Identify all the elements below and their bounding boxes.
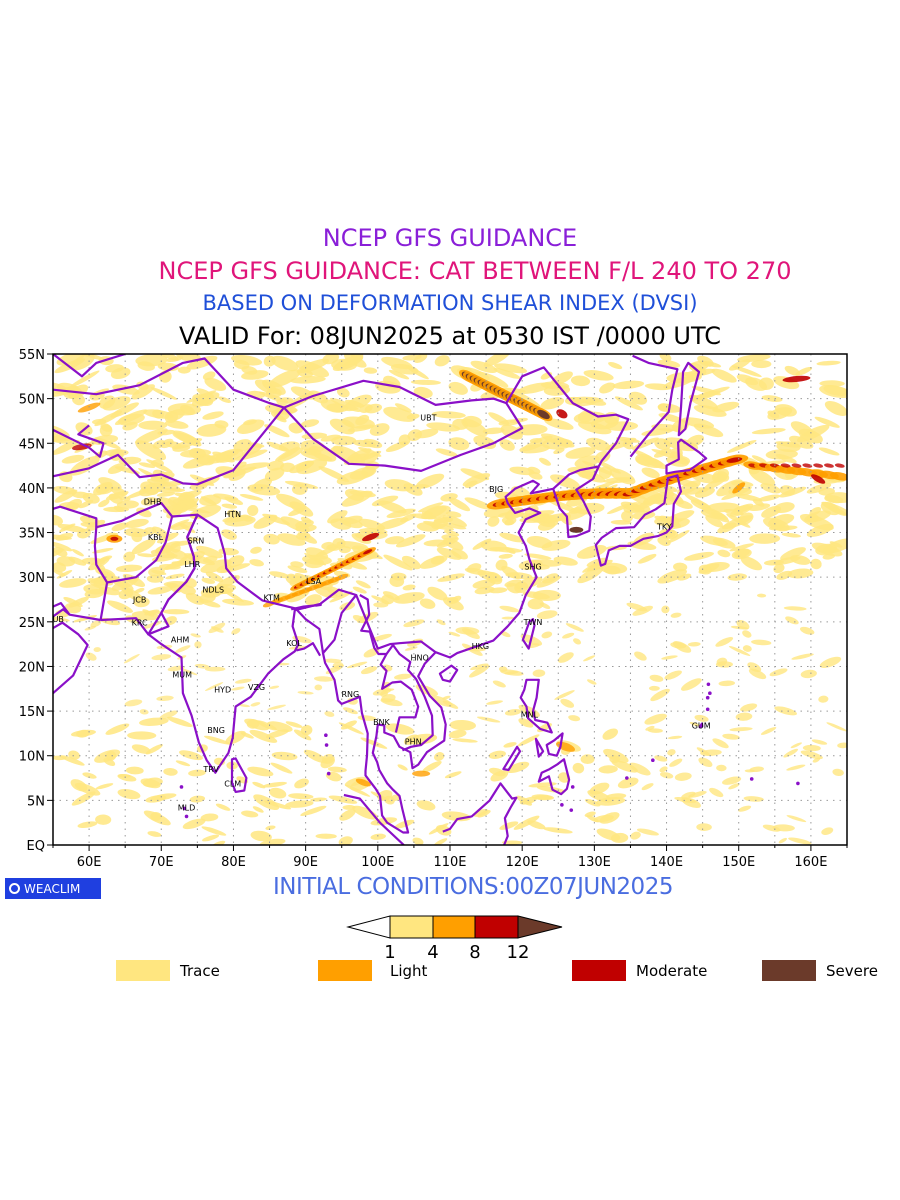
city-label-krc: KRC <box>132 619 148 628</box>
city-label-tky: TKY <box>656 522 672 531</box>
city-label-trv: TRV <box>202 765 219 774</box>
colorbar-tick-4: 4 <box>427 942 438 963</box>
city-label-mnl: MNL <box>521 711 539 720</box>
country-borders <box>53 354 800 845</box>
lon-label-80e: 80E <box>221 855 246 870</box>
lat-label-30n: 30N <box>19 571 45 586</box>
lon-label-160e: 160E <box>794 855 827 870</box>
city-label-jcb: JCB <box>132 596 146 605</box>
city-label-phn: PHN <box>405 737 422 746</box>
legend-label-light: Light <box>390 962 428 980</box>
axis-ticks <box>47 353 848 851</box>
lon-label-150e: 150E <box>722 855 755 870</box>
lat-label-45n: 45N <box>19 437 45 452</box>
city-label-bnk: BNK <box>373 718 390 727</box>
lat-label-25n: 25N <box>19 616 45 631</box>
lat-label-50n: 50N <box>19 393 45 408</box>
city-label-kbl: KBL <box>148 533 164 542</box>
legend-label-moderate: Moderate <box>636 962 708 980</box>
initial-conditions: INITIAL CONDITIONS:00Z07JUN2025 <box>273 874 673 900</box>
legend-swatch-trace <box>116 960 170 981</box>
lon-label-140e: 140E <box>650 855 683 870</box>
title-main: NCEP GFS GUIDANCE <box>322 224 578 252</box>
city-label-hno: HNO <box>411 654 429 663</box>
colorbar-tick-1: 1 <box>384 942 395 963</box>
city-label-kol: KOL <box>286 639 302 648</box>
title-cat-levels: NCEP GFS GUIDANCE: CAT BETWEEN F/L 240 T… <box>158 257 792 285</box>
logo-ring-icon <box>9 883 20 894</box>
legend-swatch-moderate <box>572 960 626 981</box>
city-label-shg: SHG <box>524 562 541 571</box>
city-label-ubt: UBT <box>420 413 436 422</box>
lat-label-20n: 20N <box>19 660 45 675</box>
city-label-twn: TWN <box>523 618 543 627</box>
legend-label-severe: Severe <box>826 962 878 980</box>
lon-label-100e: 100E <box>361 855 394 870</box>
city-label-dhb: DHB <box>144 497 162 506</box>
city-label-dub: DUB <box>46 615 64 624</box>
colorbar-trace <box>389 915 434 939</box>
colorbar-light <box>432 915 476 939</box>
lon-label-110e: 110E <box>433 855 466 870</box>
lon-label-70e: 70E <box>149 855 174 870</box>
city-label-clm: CLM <box>224 779 241 788</box>
legend-swatch-light <box>318 960 372 981</box>
lat-label-10n: 10N <box>19 750 45 765</box>
city-label-hyd: HYD <box>214 686 231 695</box>
city-label-bjg: BJG <box>489 485 503 494</box>
city-label-hkg: HKG <box>472 642 489 651</box>
colorbar-moderate <box>474 915 519 939</box>
legend-swatch-severe <box>762 960 816 981</box>
city-label-ahm: AHM <box>171 636 189 645</box>
logo-text: WEACLIM <box>24 881 81 896</box>
lon-label-130e: 130E <box>578 855 611 870</box>
lat-label-35n: 35N <box>19 527 45 542</box>
lat-label-5n: 5N <box>27 794 45 809</box>
colorbar-severe <box>517 915 563 939</box>
city-label-mum: MUM <box>172 670 192 679</box>
weaclim-logo: WEACLIM <box>5 878 101 899</box>
lat-label-55n: 55N <box>19 348 45 363</box>
lon-label-60e: 60E <box>77 855 102 870</box>
colorbar-tick-8: 8 <box>469 942 480 963</box>
longitude-labels: 60E 70E 80E 90E 100E 110E 120E 130E 140E 150E 160E <box>77 855 828 870</box>
city-label-ndls: NDLS <box>202 586 224 595</box>
city-label-htn: HTN <box>224 510 241 519</box>
lon-label-120e: 120E <box>506 855 539 870</box>
colorbar-below-1 <box>346 915 391 939</box>
latitude-labels: 55N 50N 45N 40N 35N 30N 25N 20N 15N 10N 5N EQ <box>19 348 45 854</box>
city-label-mld: MLD <box>178 804 196 813</box>
city-label-rng: RNG <box>342 690 360 699</box>
legend-label-trace: Trace <box>180 962 220 980</box>
city-label-srn: SRN <box>188 537 205 546</box>
colorbar: 1 4 8 12 <box>346 915 563 963</box>
city-label-ktm: KTM <box>263 594 280 603</box>
city-label-lsa: LSA <box>306 577 322 586</box>
lat-label-eq: EQ <box>27 839 45 854</box>
city-label-lhr: LHR <box>184 560 200 569</box>
lat-label-40n: 40N <box>19 482 45 497</box>
title-method: BASED ON DEFORMATION SHEAR INDEX (DVSI) <box>202 291 698 315</box>
lon-label-90e: 90E <box>293 855 318 870</box>
lat-label-15n: 15N <box>19 705 45 720</box>
city-label-gum: GUM <box>692 721 711 730</box>
city-label-bng: BNG <box>207 726 225 735</box>
colorbar-tick-12: 12 <box>507 942 530 963</box>
city-labels: UBT BJG TKY DHB HTN KBL SRN LHR LSA SHG JCB NDLS KTM… <box>46 413 711 813</box>
title-valid-time: VALID For: 08JUN2025 at 0530 IST /0000 U… <box>179 322 721 350</box>
city-label-vzg: VZG <box>248 683 265 692</box>
